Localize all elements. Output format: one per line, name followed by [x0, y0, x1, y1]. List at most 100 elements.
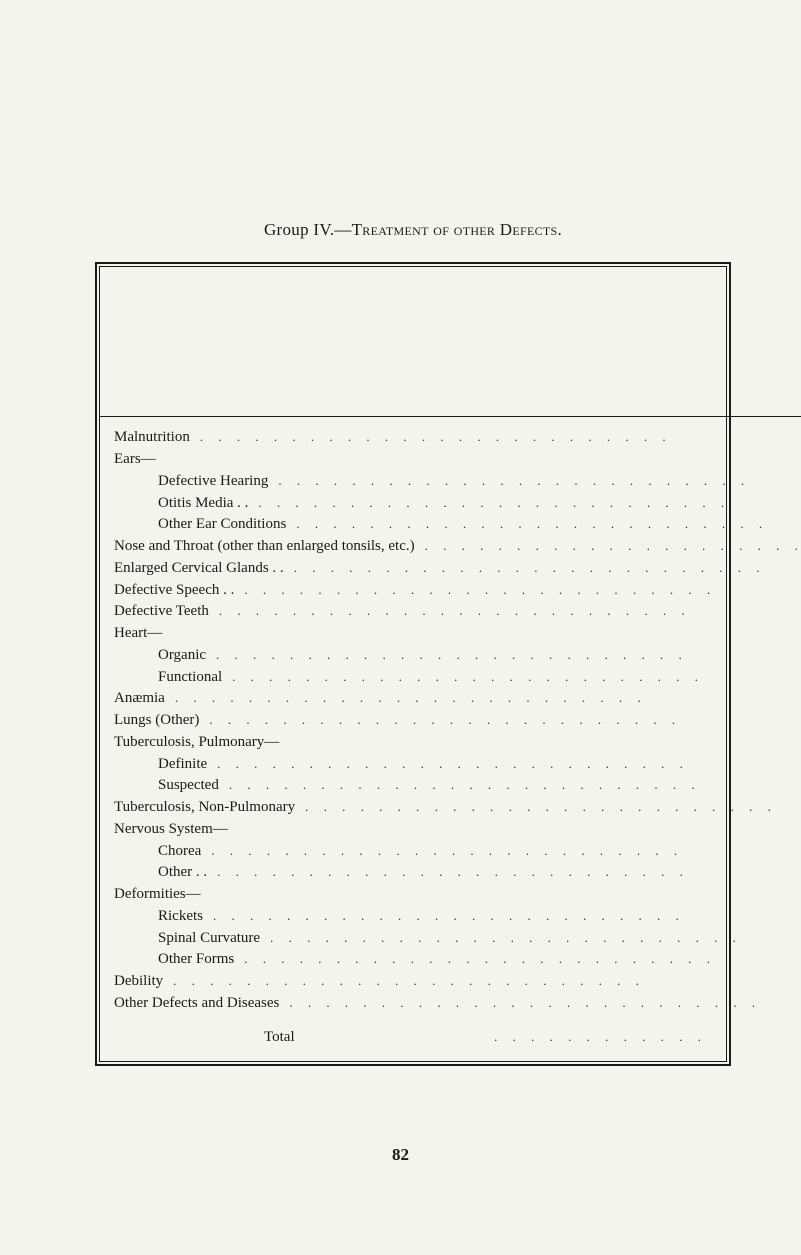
- table-row: Other Forms. . . . . . . . . . . . . . .…: [100, 949, 801, 971]
- table-row: Malnutrition. . . . . . . . . . . . . . …: [100, 427, 801, 449]
- table-row: Enlarged Cervical Glands . .. . . . . . …: [100, 558, 801, 580]
- row-description: Functional. . . . . . . . . . . . . . . …: [100, 667, 801, 689]
- table-row: Tuberculosis, Non-Pulmonary. . . . . . .…: [100, 797, 801, 819]
- table-row: Heart—: [100, 623, 801, 645]
- row-label: Otitis Media . .: [158, 493, 248, 515]
- leader-dots: . . . . . . . . . . . . . . . . . . . . …: [234, 581, 801, 600]
- table-row: Tuberculosis, Pulmonary—: [100, 732, 801, 754]
- row-description: Organic. . . . . . . . . . . . . . . . .…: [100, 645, 801, 667]
- row-description: Other Forms. . . . . . . . . . . . . . .…: [100, 949, 801, 971]
- row-label: Deformities—: [114, 884, 201, 906]
- row-description: Debility. . . . . . . . . . . . . . . . …: [100, 971, 801, 993]
- leader-dots: . . . . . . . . . . . . . . . . . . . . …: [206, 646, 801, 665]
- row-description: Defective Hearing. . . . . . . . . . . .…: [100, 471, 801, 493]
- header-desc-empty: [100, 267, 801, 417]
- table-outer-border: Cases TreatedorUnderTreatment. Malnutrit…: [95, 262, 731, 1066]
- row-description: Defective Teeth. . . . . . . . . . . . .…: [100, 601, 801, 623]
- row-description: Heart—: [100, 623, 801, 645]
- table-row: Chorea. . . . . . . . . . . . . . . . . …: [100, 841, 801, 863]
- row-label: Tuberculosis, Pulmonary—: [114, 732, 279, 754]
- defects-table: Cases TreatedorUnderTreatment. Malnutrit…: [100, 267, 801, 1061]
- leader-dots: . . . . . . . . . . . . . . . . . . . . …: [248, 494, 801, 513]
- row-description: Malnutrition. . . . . . . . . . . . . . …: [100, 427, 801, 449]
- table-row: Deformities—: [100, 884, 801, 906]
- row-label: Other . .: [158, 862, 207, 884]
- table-row: Nervous System—: [100, 819, 801, 841]
- leader-dots: . . . . . . . . . . . . . . . . . . . . …: [284, 559, 801, 578]
- row-label: Defective Speech . .: [114, 580, 234, 602]
- table-row: Other . .. . . . . . . . . . . . . . . .…: [100, 862, 801, 884]
- row-label: Rickets: [158, 906, 203, 928]
- table-row: Functional. . . . . . . . . . . . . . . …: [100, 667, 801, 689]
- row-label: Heart—: [114, 623, 162, 645]
- table-row: Suspected. . . . . . . . . . . . . . . .…: [100, 775, 801, 797]
- table-row: Other Ear Conditions. . . . . . . . . . …: [100, 514, 801, 536]
- table-row: Ears—: [100, 449, 801, 471]
- row-label: Functional: [158, 667, 222, 689]
- leader-dots: . . . . . . . . . . . . . . . . . . . . …: [163, 972, 801, 991]
- leader-dots: . . . . . . . . . . . . . . . . . . . . …: [260, 929, 801, 948]
- row-label: Malnutrition: [114, 427, 190, 449]
- table-row: Defective Speech . .. . . . . . . . . . …: [100, 580, 801, 602]
- row-label: Other Forms: [158, 949, 234, 971]
- leader-dots: . . . . . . . . . . . . . . . . . . . . …: [203, 907, 801, 926]
- table-row: Anæmia. . . . . . . . . . . . . . . . . …: [100, 688, 801, 710]
- row-label: Organic: [158, 645, 206, 667]
- row-label: Lungs (Other): [114, 710, 199, 732]
- row-label: Other Ear Conditions: [158, 514, 286, 536]
- row-description: Nose and Throat (other than enlarged ton…: [100, 536, 801, 558]
- page-content: Group IV.—Treatment of other Defects. Ca…: [0, 0, 801, 1066]
- page-number: 82: [0, 1145, 801, 1165]
- row-description: Tuberculosis, Pulmonary—: [100, 732, 801, 754]
- row-label: Spinal Curvature: [158, 928, 260, 950]
- table-row: Nose and Throat (other than enlarged ton…: [100, 536, 801, 558]
- total-row: Total . . . . . . . . . . . . 1,349: [100, 1019, 801, 1061]
- row-label: Debility: [114, 971, 163, 993]
- row-description: Anæmia. . . . . . . . . . . . . . . . . …: [100, 688, 801, 710]
- leader-dots: . . . . . . . . . . . . . . . . . . . . …: [209, 602, 801, 621]
- row-description: Tuberculosis, Non-Pulmonary. . . . . . .…: [100, 797, 801, 819]
- leader-dots: . . . . . . . . . . . . . . . . . . . . …: [199, 711, 801, 730]
- row-description: Defective Speech . .. . . . . . . . . . …: [100, 580, 801, 602]
- table-row: Defective Teeth. . . . . . . . . . . . .…: [100, 601, 801, 623]
- table-row: Spinal Curvature. . . . . . . . . . . . …: [100, 928, 801, 950]
- row-description: Definite. . . . . . . . . . . . . . . . …: [100, 754, 801, 776]
- row-label: Defective Hearing: [158, 471, 268, 493]
- table-row: Debility. . . . . . . . . . . . . . . . …: [100, 971, 801, 993]
- row-label: Defective Teeth: [114, 601, 209, 623]
- table-row: Rickets. . . . . . . . . . . . . . . . .…: [100, 906, 801, 928]
- row-label: Definite: [158, 754, 207, 776]
- row-description: Ears—: [100, 449, 801, 471]
- row-label: Ears—: [114, 449, 156, 471]
- row-description: Other Defects and Diseases. . . . . . . …: [100, 993, 801, 1015]
- row-description: Suspected. . . . . . . . . . . . . . . .…: [100, 775, 801, 797]
- row-label: Tuberculosis, Non-Pulmonary: [114, 797, 295, 819]
- leader-dots: . . . . . . . . . . . . . . . . . . . . …: [279, 994, 801, 1013]
- row-description: Nervous System—: [100, 819, 801, 841]
- leader-dots: . . . . . . . . . . . . . . . . . . . . …: [207, 755, 801, 774]
- leader-dots: . . . . . . . . . . . . . . . . . . . . …: [222, 668, 801, 687]
- leader-dots: . . . . . . . . . . . . . . . . . . . . …: [234, 950, 801, 969]
- table-title: Group IV.—Treatment of other Defects.: [95, 220, 731, 240]
- row-description: Other . .. . . . . . . . . . . . . . . .…: [100, 862, 801, 884]
- table-row: Definite. . . . . . . . . . . . . . . . …: [100, 754, 801, 776]
- row-description: Chorea. . . . . . . . . . . . . . . . . …: [100, 841, 801, 863]
- row-label: Enlarged Cervical Glands . .: [114, 558, 284, 580]
- row-description: Deformities—: [100, 884, 801, 906]
- row-label: Other Defects and Diseases: [114, 993, 279, 1015]
- table-row: Organic. . . . . . . . . . . . . . . . .…: [100, 645, 801, 667]
- leader-dots: . . . . . . . . . . . . . . . . . . . . …: [415, 537, 801, 556]
- row-label: Nervous System—: [114, 819, 228, 841]
- leader-dots: . . . . . . . . . . . . . . . . . . . . …: [268, 472, 801, 491]
- leader-dots: . . . . . . . . . . . .: [295, 1028, 801, 1047]
- row-description: Enlarged Cervical Glands . .. . . . . . …: [100, 558, 801, 580]
- leader-dots: . . . . . . . . . . . . . . . . . . . . …: [219, 776, 801, 795]
- row-description: Rickets. . . . . . . . . . . . . . . . .…: [100, 906, 801, 928]
- table-row: Lungs (Other). . . . . . . . . . . . . .…: [100, 710, 801, 732]
- leader-dots: . . . . . . . . . . . . . . . . . . . . …: [295, 798, 801, 817]
- row-label: Nose and Throat (other than enlarged ton…: [114, 536, 415, 558]
- title-prefix: Group IV.—: [264, 220, 352, 239]
- row-description: Other Ear Conditions. . . . . . . . . . …: [100, 514, 801, 536]
- leader-dots: . . . . . . . . . . . . . . . . . . . . …: [201, 842, 801, 861]
- row-label: Suspected: [158, 775, 219, 797]
